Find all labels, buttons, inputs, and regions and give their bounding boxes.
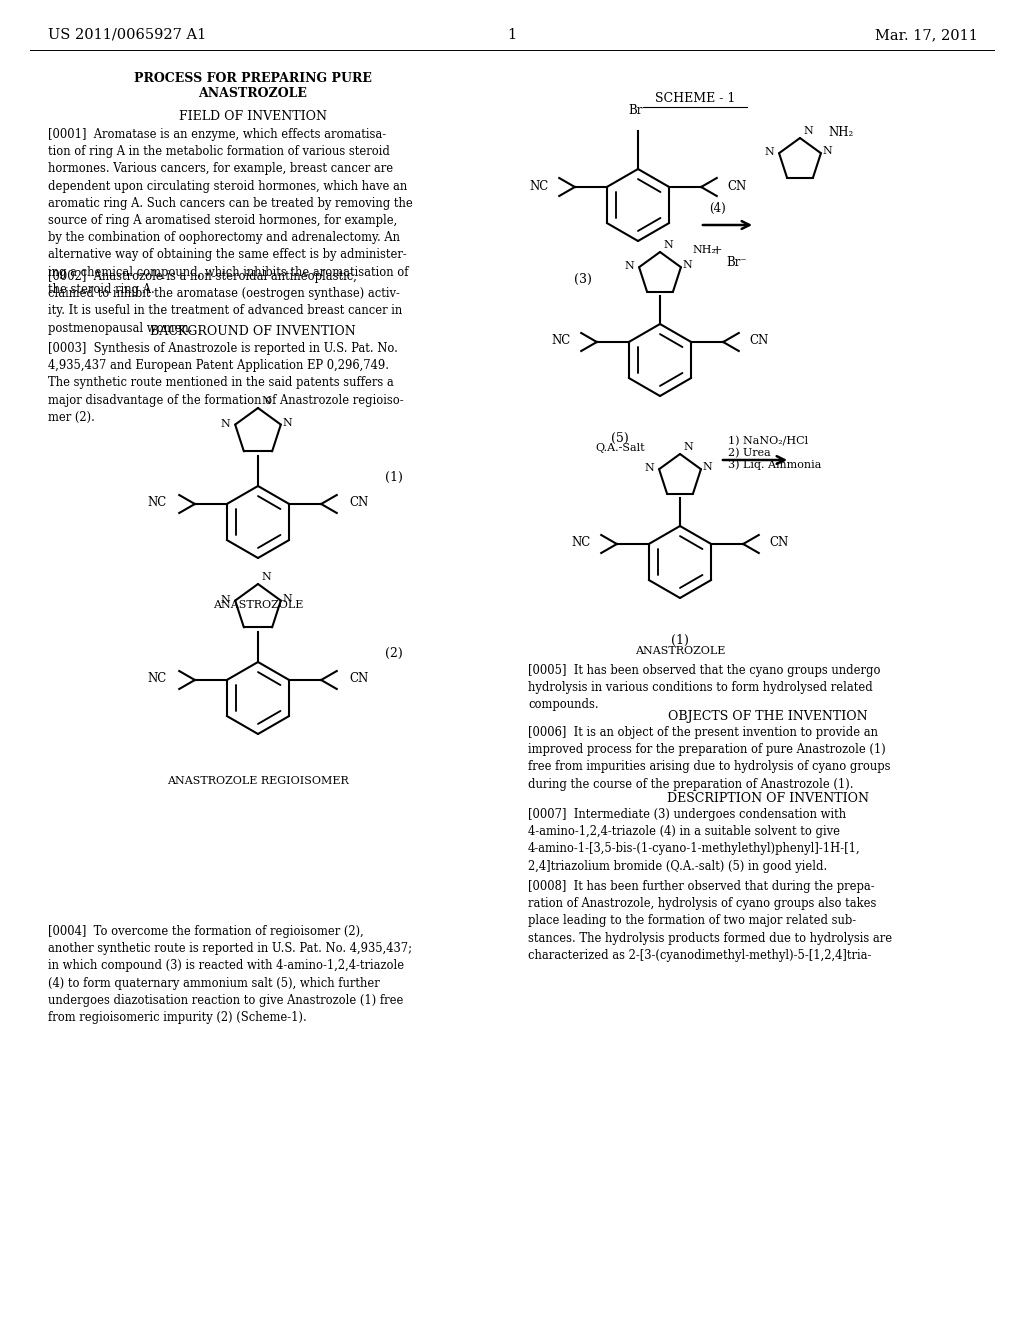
- Text: ANASTROZOLE REGIOISOMER: ANASTROZOLE REGIOISOMER: [167, 776, 349, 785]
- Text: N: N: [261, 572, 270, 582]
- Text: Q.A.-Salt: Q.A.-Salt: [595, 444, 645, 453]
- Text: N: N: [644, 463, 654, 473]
- Text: N: N: [702, 462, 713, 473]
- Text: ANASTROZOLE: ANASTROZOLE: [213, 601, 303, 610]
- Text: NH₂: NH₂: [692, 246, 716, 255]
- Text: Br⁻: Br⁻: [726, 256, 746, 268]
- Text: N: N: [683, 442, 693, 451]
- Text: (5): (5): [611, 432, 629, 445]
- Text: [0008]  It has been further observed that during the prepa-
ration of Anastrozol: [0008] It has been further observed that…: [528, 880, 892, 962]
- Text: [0006]  It is an object of the present invention to provide an
improved process : [0006] It is an object of the present in…: [528, 726, 891, 791]
- Text: N: N: [283, 594, 293, 603]
- Text: N: N: [683, 260, 692, 271]
- Text: (1): (1): [671, 634, 689, 647]
- Text: 3) Liq. Ammonia: 3) Liq. Ammonia: [728, 459, 821, 470]
- Text: FIELD OF INVENTION: FIELD OF INVENTION: [179, 110, 327, 123]
- Text: (3): (3): [574, 273, 592, 286]
- Text: NC: NC: [571, 536, 591, 549]
- Text: BACKGROUND OF INVENTION: BACKGROUND OF INVENTION: [151, 325, 356, 338]
- Text: N: N: [625, 261, 634, 271]
- Text: US 2011/0065927 A1: US 2011/0065927 A1: [48, 28, 206, 42]
- Text: OBJECTS OF THE INVENTION: OBJECTS OF THE INVENTION: [669, 710, 867, 723]
- Text: NC: NC: [147, 672, 167, 685]
- Text: NC: NC: [147, 496, 167, 510]
- Text: (2): (2): [385, 647, 402, 660]
- Text: CN: CN: [349, 496, 369, 510]
- Text: [0004]  To overcome the formation of regioisomer (2),
another synthetic route is: [0004] To overcome the formation of regi…: [48, 925, 412, 1024]
- Text: [0005]  It has been observed that the cyano groups undergo
hydrolysis in various: [0005] It has been observed that the cya…: [528, 664, 881, 711]
- Text: SCHEME - 1: SCHEME - 1: [654, 92, 735, 106]
- Text: +: +: [712, 243, 723, 256]
- Text: NC: NC: [552, 334, 570, 347]
- Text: N: N: [220, 418, 230, 429]
- Text: ANASTROZOLE: ANASTROZOLE: [199, 87, 307, 100]
- Text: Br: Br: [629, 104, 643, 117]
- Text: [0007]  Intermediate (3) undergoes condensation with
4-amino-1,2,4-triazole (4) : [0007] Intermediate (3) undergoes conden…: [528, 808, 860, 873]
- Text: N: N: [261, 396, 270, 407]
- Text: ANASTROZOLE: ANASTROZOLE: [635, 645, 725, 656]
- Text: N: N: [764, 148, 774, 157]
- Text: 2) Urea: 2) Urea: [728, 447, 771, 458]
- Text: CN: CN: [769, 536, 788, 549]
- Text: PROCESS FOR PREPARING PURE: PROCESS FOR PREPARING PURE: [134, 73, 372, 84]
- Text: (4): (4): [710, 202, 726, 215]
- Text: [0002]  Anastrozole is a non-steroidal antineoplastic,
claimed to inhibit the ar: [0002] Anastrozole is a non-steroidal an…: [48, 271, 402, 334]
- Text: N: N: [803, 125, 813, 136]
- Text: [0003]  Synthesis of Anastrozole is reported in U.S. Pat. No.
4,935,437 and Euro: [0003] Synthesis of Anastrozole is repor…: [48, 342, 403, 424]
- Text: (1): (1): [385, 470, 402, 483]
- Text: DESCRIPTION OF INVENTION: DESCRIPTION OF INVENTION: [667, 792, 869, 805]
- Text: 1: 1: [508, 28, 516, 42]
- Text: N: N: [283, 417, 293, 428]
- Text: 1) NaNO₂/HCl: 1) NaNO₂/HCl: [728, 436, 808, 446]
- Text: [0001]  Aromatase is an enzyme, which effects aromatisa-
tion of ring A in the m: [0001] Aromatase is an enzyme, which eff…: [48, 128, 413, 296]
- Text: N: N: [823, 147, 833, 156]
- Text: NH₂: NH₂: [828, 125, 853, 139]
- Text: CN: CN: [750, 334, 768, 347]
- Text: CN: CN: [727, 180, 746, 193]
- Text: N: N: [663, 240, 673, 249]
- Text: Mar. 17, 2011: Mar. 17, 2011: [876, 28, 978, 42]
- Text: CN: CN: [349, 672, 369, 685]
- Text: N: N: [220, 594, 230, 605]
- Text: NC: NC: [529, 180, 549, 193]
